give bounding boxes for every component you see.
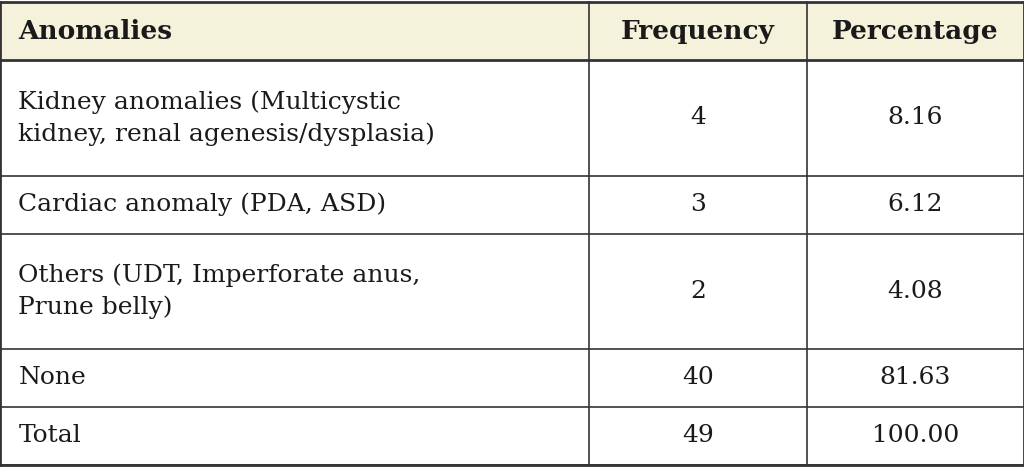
Text: 40: 40	[682, 367, 714, 389]
Bar	[0, 234, 1024, 349]
Bar	[0, 60, 1024, 176]
Text: None: None	[18, 367, 86, 389]
Text: Anomalies: Anomalies	[18, 19, 173, 44]
Text: 3: 3	[690, 193, 706, 216]
Text: 81.63: 81.63	[880, 367, 951, 389]
Text: Others (UDT, Imperforate anus,
Prune belly): Others (UDT, Imperforate anus, Prune bel…	[18, 263, 421, 319]
Text: Frequency: Frequency	[621, 19, 775, 44]
Bar	[0, 407, 1024, 465]
Bar	[0, 176, 1024, 234]
Bar	[0, 349, 1024, 407]
Text: 8.16: 8.16	[888, 106, 943, 129]
Bar	[0, 2, 1024, 60]
Text: 2: 2	[690, 280, 706, 303]
Text: Percentage: Percentage	[833, 19, 998, 44]
Text: 4.08: 4.08	[888, 280, 943, 303]
Text: 49: 49	[682, 424, 714, 447]
Text: Total: Total	[18, 424, 81, 447]
Text: 100.00: 100.00	[871, 424, 959, 447]
Text: 4: 4	[690, 106, 706, 129]
Text: 6.12: 6.12	[888, 193, 943, 216]
Text: Cardiac anomaly (PDA, ASD): Cardiac anomaly (PDA, ASD)	[18, 193, 386, 216]
Text: Kidney anomalies (Multicystic
kidney, renal agenesis/dysplasia): Kidney anomalies (Multicystic kidney, re…	[18, 90, 435, 146]
